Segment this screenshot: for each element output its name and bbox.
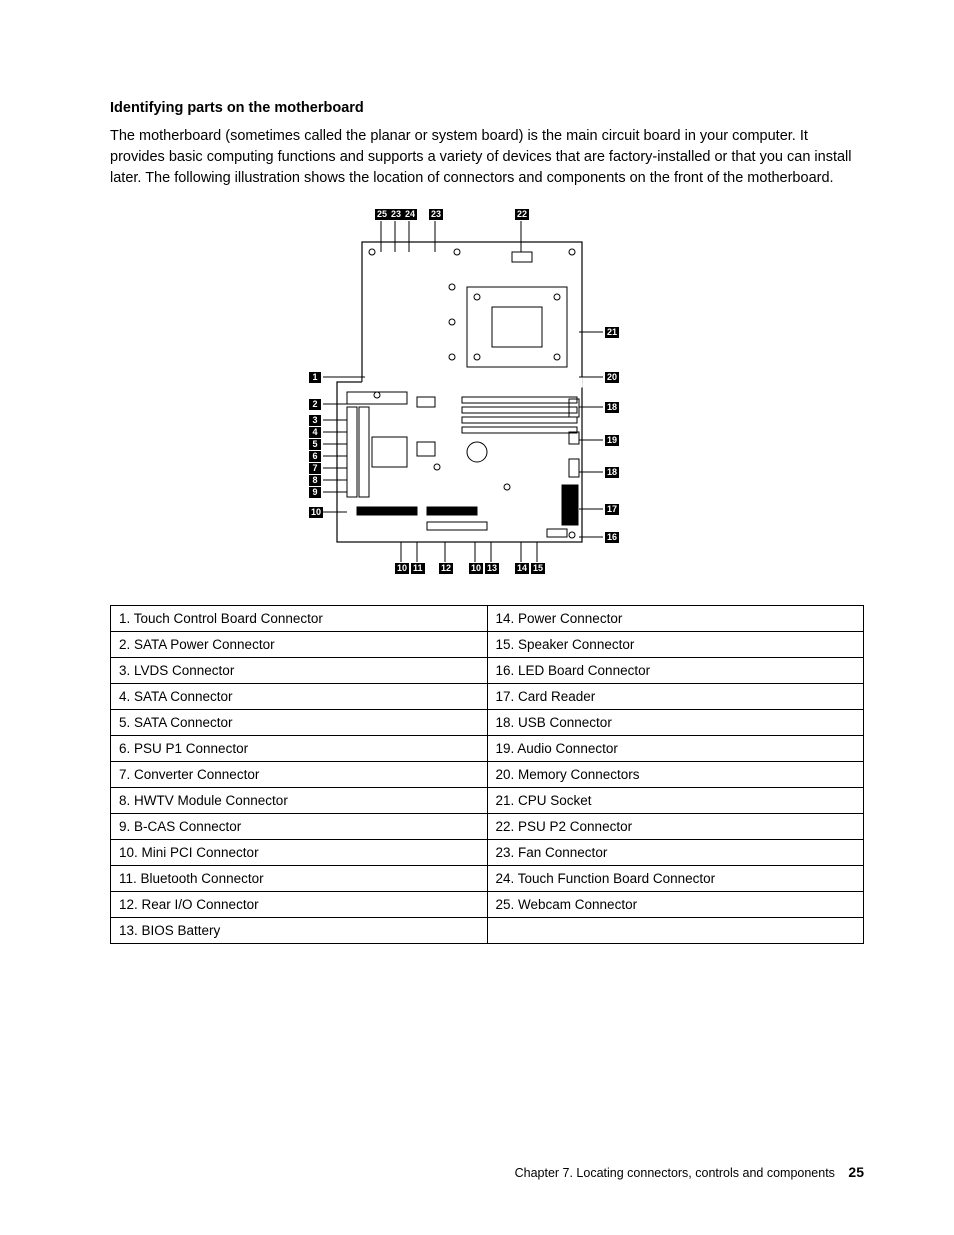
- table-cell: 13. BIOS Battery: [111, 918, 488, 944]
- motherboard-diagram: 2523242322123456789102120181918171610111…: [317, 207, 657, 577]
- footer-page-number: 25: [848, 1164, 864, 1180]
- callout-tag: 18: [605, 467, 619, 478]
- parts-table: 1. Touch Control Board Connector14. Powe…: [110, 605, 864, 944]
- callout-tag: 10: [309, 507, 323, 518]
- table-row: 12. Rear I/O Connector25. Webcam Connect…: [111, 892, 864, 918]
- callout-tag: 16: [605, 532, 619, 543]
- callout-tag: 5: [309, 439, 321, 450]
- page-footer: Chapter 7. Locating connectors, controls…: [515, 1164, 864, 1180]
- callout-tag: 22: [515, 209, 529, 220]
- table-cell: 11. Bluetooth Connector: [111, 866, 488, 892]
- callout-tag: 13: [485, 563, 499, 574]
- table-row: 11. Bluetooth Connector24. Touch Functio…: [111, 866, 864, 892]
- body-paragraph: The motherboard (sometimes called the pl…: [110, 126, 864, 189]
- footer-chapter: Chapter 7. Locating connectors, controls…: [515, 1166, 835, 1180]
- callout-tag: 15: [531, 563, 545, 574]
- table-cell: 10. Mini PCI Connector: [111, 840, 488, 866]
- callout-tag: 10: [395, 563, 409, 574]
- callout-tag: 25: [375, 209, 389, 220]
- callout-tag: 20: [605, 372, 619, 383]
- table-row: 10. Mini PCI Connector23. Fan Connector: [111, 840, 864, 866]
- callout-tag: 6: [309, 451, 321, 462]
- callout-tag: 14: [515, 563, 529, 574]
- table-row: 7. Converter Connector20. Memory Connect…: [111, 762, 864, 788]
- table-row: 5. SATA Connector18. USB Connector: [111, 710, 864, 736]
- table-cell: 2. SATA Power Connector: [111, 632, 488, 658]
- table-cell: 16. LED Board Connector: [487, 658, 864, 684]
- table-cell: 6. PSU P1 Connector: [111, 736, 488, 762]
- callout-tag: 21: [605, 327, 619, 338]
- table-cell: 7. Converter Connector: [111, 762, 488, 788]
- table-cell: 23. Fan Connector: [487, 840, 864, 866]
- table-cell: 12. Rear I/O Connector: [111, 892, 488, 918]
- table-row: 9. B-CAS Connector22. PSU P2 Connector: [111, 814, 864, 840]
- table-cell: 19. Audio Connector: [487, 736, 864, 762]
- table-cell: 3. LVDS Connector: [111, 658, 488, 684]
- table-row: 3. LVDS Connector16. LED Board Connector: [111, 658, 864, 684]
- callout-tag: 19: [605, 435, 619, 446]
- callout-tag: 9: [309, 487, 321, 498]
- table-cell: 17. Card Reader: [487, 684, 864, 710]
- table-cell: 4. SATA Connector: [111, 684, 488, 710]
- callout-tag: 24: [403, 209, 417, 220]
- table-row: 8. HWTV Module Connector21. CPU Socket: [111, 788, 864, 814]
- table-cell: [487, 918, 864, 944]
- table-row: 2. SATA Power Connector15. Speaker Conne…: [111, 632, 864, 658]
- callout-tag: 2: [309, 399, 321, 410]
- table-cell: 20. Memory Connectors: [487, 762, 864, 788]
- callout-tag: 4: [309, 427, 321, 438]
- table-row: 6. PSU P1 Connector19. Audio Connector: [111, 736, 864, 762]
- section-heading: Identifying parts on the motherboard: [110, 100, 864, 116]
- callout-tag: 3: [309, 415, 321, 426]
- callout-tag: 10: [469, 563, 483, 574]
- diagram-container: 2523242322123456789102120181918171610111…: [110, 207, 864, 577]
- callout-tag: 7: [309, 463, 321, 474]
- table-cell: 18. USB Connector: [487, 710, 864, 736]
- table-cell: 22. PSU P2 Connector: [487, 814, 864, 840]
- table-cell: 21. CPU Socket: [487, 788, 864, 814]
- callout-tag: 23: [389, 209, 403, 220]
- table-cell: 25. Webcam Connector: [487, 892, 864, 918]
- table-cell: 15. Speaker Connector: [487, 632, 864, 658]
- table-cell: 24. Touch Function Board Connector: [487, 866, 864, 892]
- page: Identifying parts on the motherboard The…: [0, 0, 954, 1235]
- callout-tag: 12: [439, 563, 453, 574]
- callout-tag: 8: [309, 475, 321, 486]
- table-cell: 1. Touch Control Board Connector: [111, 606, 488, 632]
- callout-tag: 23: [429, 209, 443, 220]
- table-cell: 14. Power Connector: [487, 606, 864, 632]
- table-row: 1. Touch Control Board Connector14. Powe…: [111, 606, 864, 632]
- table-cell: 8. HWTV Module Connector: [111, 788, 488, 814]
- callout-tag: 11: [411, 563, 425, 574]
- callout-tag: 1: [309, 372, 321, 383]
- table-cell: 9. B-CAS Connector: [111, 814, 488, 840]
- callout-tag: 18: [605, 402, 619, 413]
- table-cell: 5. SATA Connector: [111, 710, 488, 736]
- table-row: 13. BIOS Battery: [111, 918, 864, 944]
- callout-tag: 17: [605, 504, 619, 515]
- table-row: 4. SATA Connector17. Card Reader: [111, 684, 864, 710]
